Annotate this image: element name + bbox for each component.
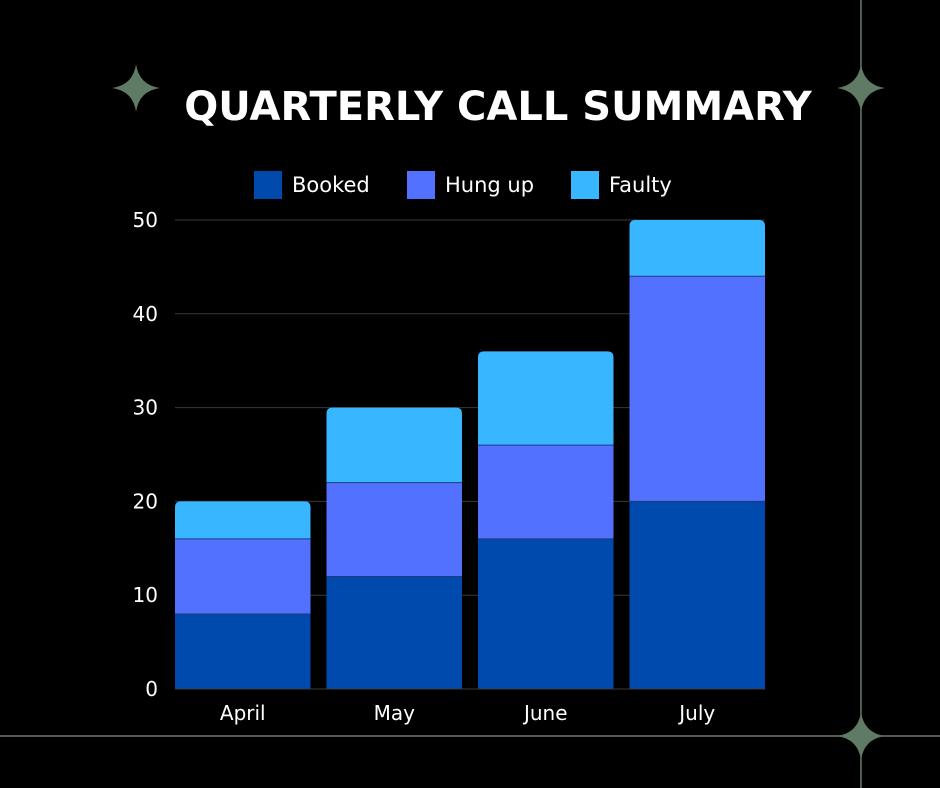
y-tick-label: 10 <box>133 583 158 607</box>
legend-swatch-hung-up <box>407 171 435 199</box>
x-tick-label-june: June <box>522 701 568 725</box>
bar-segment-hung-up-june <box>478 445 614 539</box>
legend-label-booked: Booked <box>292 173 370 197</box>
bar-segment-faulty-may <box>326 407 462 483</box>
bar-segment-faulty-june <box>478 351 614 446</box>
bar-segment-hung-up-april <box>175 538 311 614</box>
bar-segment-booked-april <box>175 613 311 689</box>
sparkle-icon-left <box>112 64 160 112</box>
y-axis: 0 10 20 30 40 50 <box>133 208 158 701</box>
bar-stack-april <box>175 501 311 689</box>
bars <box>175 220 765 689</box>
legend-swatch-faulty <box>571 171 599 199</box>
bar-segment-booked-july <box>629 501 765 689</box>
bar-segment-hung-up-may <box>326 482 462 577</box>
y-tick-label: 50 <box>133 208 158 232</box>
y-tick-label: 0 <box>145 677 158 701</box>
sparkle-icon-right <box>837 64 885 112</box>
bar-stack-june <box>478 351 614 689</box>
legend-label-faulty: Faulty <box>609 173 672 197</box>
y-tick-label: 30 <box>133 396 158 420</box>
legend-label-hung-up: Hung up <box>445 173 534 197</box>
bar-segment-faulty-april <box>175 501 311 539</box>
chart-title: QUARTERLY CALL SUMMARY <box>184 84 812 130</box>
x-tick-label-may: May <box>374 701 416 725</box>
sparkle-icon-bottom <box>837 712 885 760</box>
legend: Booked Hung up Faulty <box>254 171 672 199</box>
bar-stack-may <box>326 407 462 689</box>
legend-swatch-booked <box>254 171 282 199</box>
bar-segment-booked-may <box>326 576 462 689</box>
bar-segment-hung-up-july <box>629 276 765 502</box>
bar-stack-july <box>629 220 765 689</box>
bar-segment-faulty-july <box>629 220 765 277</box>
x-tick-label-april: April <box>220 701 266 725</box>
y-tick-label: 40 <box>133 302 158 326</box>
x-axis: April May June July <box>175 688 765 725</box>
bar-segment-booked-june <box>478 538 614 689</box>
y-tick-label: 20 <box>133 489 158 513</box>
x-tick-label-july: July <box>677 701 715 725</box>
